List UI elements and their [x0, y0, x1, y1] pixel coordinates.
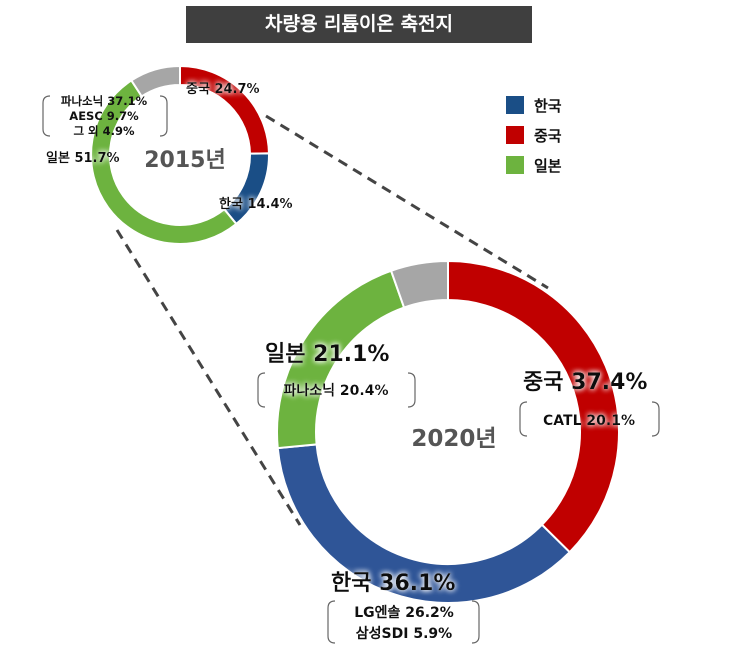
legend-label-korea: 한국 — [534, 97, 562, 115]
donut-2020 — [276, 259, 620, 604]
legend-swatch-china — [506, 126, 524, 144]
detail-2015-japan-2: AESC 9.7% — [69, 109, 139, 123]
label-2020-korea: 한국 36.1% — [331, 571, 455, 596]
chart-title: 차량용 리튬이온 축전지 — [186, 6, 532, 43]
slice-2020-china — [447, 259, 620, 554]
label-2015-japan: 일본 51.7% — [46, 151, 120, 166]
slice-2015-korea — [222, 152, 270, 226]
bracket-2020-japan — [257, 372, 416, 408]
center-label-2015: 2015년 — [144, 148, 225, 173]
detail-2015-japan-1: 파나소닉 37.1% — [61, 94, 148, 108]
legend-swatch-japan — [506, 156, 524, 174]
label-2020-china: 중국 37.4% — [523, 370, 647, 395]
label-2015-china: 중국 24.7% — [186, 82, 260, 97]
detail-2015-japan-3: 그 외 4.9% — [73, 124, 135, 138]
detail-2020-korea-2: 삼성SDI 5.9% — [356, 626, 452, 642]
detail-2020-china-1: CATL 20.1% — [543, 413, 635, 429]
label-2015-korea: 한국 14.4% — [219, 196, 293, 212]
bracket-2015-japan — [42, 95, 168, 137]
slice-2015-china — [179, 64, 271, 155]
legend: 한국 중국 일본 — [506, 96, 562, 175]
legend-swatch-korea — [506, 96, 524, 114]
slice-2020-other — [389, 259, 449, 309]
label-2020-japan: 일본 21.1% — [265, 342, 389, 367]
zoom-line-bottom — [115, 229, 302, 526]
slice-2015-other — [129, 64, 181, 98]
detail-2020-korea-1: LG엔솔 26.2% — [354, 604, 454, 621]
center-label-2020: 2020년 — [411, 426, 496, 452]
zoom-line-top — [265, 114, 549, 290]
detail-2020-japan-1: 파나소닉 20.4% — [284, 383, 389, 399]
bracket-2020-korea — [327, 600, 480, 644]
legend-label-japan: 일본 — [534, 157, 562, 175]
bracket-2020-china — [519, 401, 660, 437]
donut-2015 — [90, 64, 271, 245]
legend-label-china: 중국 — [534, 127, 562, 145]
